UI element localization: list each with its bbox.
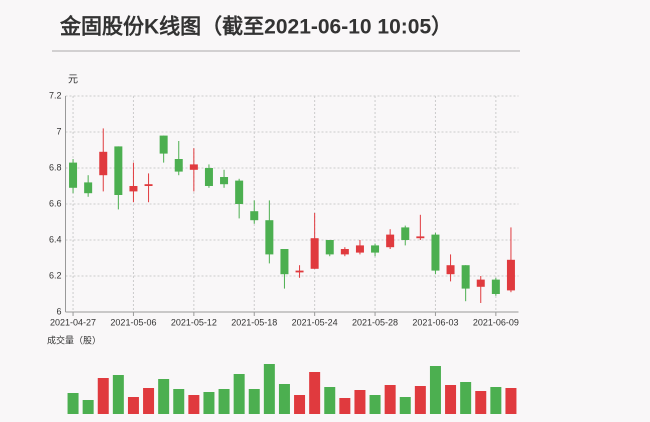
candle-body bbox=[250, 211, 259, 221]
candle-body bbox=[204, 168, 213, 186]
candle-body bbox=[265, 220, 274, 255]
candle-body bbox=[506, 259, 515, 291]
volume-bar bbox=[445, 385, 457, 414]
volume-bar bbox=[505, 388, 517, 414]
candle-body bbox=[159, 135, 168, 154]
candle-body bbox=[386, 234, 395, 248]
volume-bar bbox=[263, 364, 275, 414]
volume-bar bbox=[127, 397, 139, 414]
y-tick-label: 6.2 bbox=[49, 270, 62, 280]
candle-body bbox=[84, 182, 93, 194]
candle-body bbox=[491, 279, 500, 294]
volume-bar bbox=[82, 400, 94, 414]
y-axis-label: 元 bbox=[68, 75, 78, 86]
volume-bar bbox=[414, 386, 426, 414]
volume-bar bbox=[490, 387, 502, 414]
volume-bar bbox=[384, 385, 396, 414]
volume-bar bbox=[173, 389, 185, 414]
volume-bar bbox=[339, 398, 351, 414]
x-tick-label: 2021-05-28 bbox=[352, 317, 398, 327]
candle-body bbox=[174, 159, 183, 172]
volume-bar bbox=[429, 366, 441, 414]
volume-bar bbox=[460, 382, 472, 414]
candle-body bbox=[476, 279, 485, 287]
volume-bar bbox=[248, 389, 260, 414]
candle-body bbox=[431, 234, 440, 271]
candle-body bbox=[144, 184, 153, 186]
candle-body bbox=[69, 162, 78, 188]
volume-bar bbox=[112, 375, 124, 414]
volume-bar bbox=[354, 390, 366, 414]
volume-bar bbox=[309, 372, 321, 414]
candle-body bbox=[129, 186, 138, 192]
candle-body bbox=[235, 180, 244, 204]
candle-body bbox=[371, 245, 380, 253]
y-tick-label: 6.4 bbox=[49, 234, 62, 244]
volume-bar bbox=[475, 391, 487, 414]
volume-bar bbox=[399, 397, 411, 414]
candle-body bbox=[189, 164, 198, 170]
x-tick-label: 2021-05-18 bbox=[231, 317, 277, 327]
volume-bar bbox=[294, 395, 306, 414]
candle-body bbox=[355, 245, 364, 253]
candle-body bbox=[280, 249, 289, 275]
x-tick-label: 2021-05-12 bbox=[171, 317, 217, 327]
candle-body bbox=[461, 265, 470, 289]
volume-bar bbox=[233, 374, 245, 414]
volume-bar bbox=[158, 379, 170, 414]
candle-body bbox=[340, 249, 349, 255]
volume-bar bbox=[324, 387, 336, 414]
volume-bar bbox=[97, 378, 109, 414]
volume-bar bbox=[278, 384, 290, 414]
candle-body bbox=[295, 270, 304, 273]
y-tick-label: 7.2 bbox=[49, 90, 62, 100]
volume-bar bbox=[188, 395, 200, 414]
x-tick-label: 2021-04-27 bbox=[50, 317, 96, 327]
x-tick-label: 2021-05-24 bbox=[292, 317, 338, 327]
x-tick-label: 2021-06-03 bbox=[412, 317, 458, 327]
y-tick-label: 6.8 bbox=[49, 162, 62, 172]
x-tick-label: 2021-06-09 bbox=[473, 317, 519, 327]
chart-title: 金固股份K线图（截至2021-06-10 10:05） bbox=[59, 15, 452, 39]
candle-body bbox=[416, 236, 425, 239]
volume-bar bbox=[369, 395, 381, 414]
candle-body bbox=[114, 146, 123, 195]
y-tick-label: 7 bbox=[56, 126, 61, 136]
candle-body bbox=[99, 151, 108, 176]
candle-body bbox=[401, 227, 410, 240]
volume-bar bbox=[218, 389, 230, 414]
candle-body bbox=[310, 238, 319, 269]
y-tick-label: 6.6 bbox=[49, 198, 62, 208]
candle-body bbox=[220, 177, 229, 185]
volume-label: 成交量（股） bbox=[47, 334, 101, 345]
candle-body bbox=[446, 265, 455, 275]
x-tick-label: 2021-05-06 bbox=[110, 317, 156, 327]
volume-bar bbox=[67, 393, 79, 414]
volume-bar bbox=[203, 392, 215, 414]
volume-bar bbox=[143, 388, 155, 414]
y-tick-label: 6 bbox=[56, 306, 61, 316]
candle-body bbox=[325, 240, 334, 255]
